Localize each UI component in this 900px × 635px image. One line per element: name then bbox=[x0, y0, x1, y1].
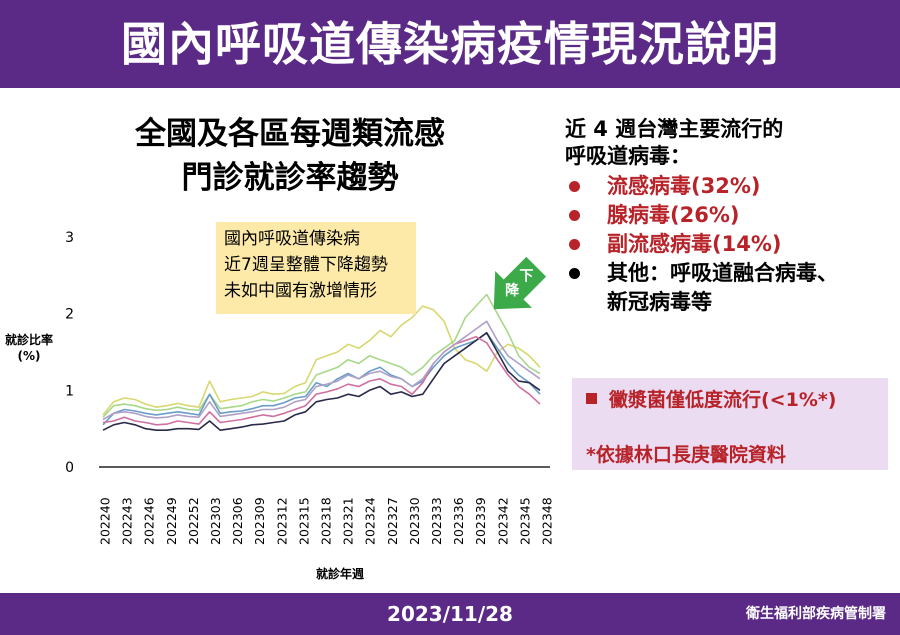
x-tick-label: 202342 bbox=[495, 497, 510, 545]
virus-item-others: 其他：呼吸道融合病毒、 新冠病毒等 bbox=[565, 259, 895, 317]
down-arrow-icon: 下降 bbox=[493, 256, 547, 310]
callout-line2: 近7週呈整體下降趨勢 bbox=[224, 255, 388, 275]
mycoplasma-note: 黴漿菌僅低度流行(<1%*) bbox=[586, 385, 836, 412]
virus-panel: 近 4 週台灣主要流行的 呼吸道病毒： 流感病毒(32%) 腺病毒(26%) 副… bbox=[565, 116, 895, 317]
callout-line1: 國內呼吸道傳染病 bbox=[224, 229, 360, 249]
x-tick-label: 202330 bbox=[407, 497, 422, 545]
virus-item-influenza: 流感病毒(32%) bbox=[565, 172, 895, 201]
series-line bbox=[102, 331, 541, 426]
series-line bbox=[102, 335, 541, 426]
virus-item-parainfluenza: 副流感病毒(14%) bbox=[565, 230, 895, 259]
page-title: 國內呼吸道傳染病疫情現況說明 bbox=[121, 17, 779, 71]
x-tick-label: 202333 bbox=[429, 497, 444, 545]
virus-item-label: 副流感病毒(14%) bbox=[607, 232, 782, 256]
source-note: *依據林口長庚醫院資料 bbox=[586, 444, 786, 466]
x-tick-label: 202339 bbox=[473, 497, 488, 545]
x-tick-label: 202321 bbox=[341, 497, 356, 545]
bullet-dot-icon bbox=[569, 239, 580, 250]
bullet-dot-icon bbox=[569, 181, 580, 192]
chart-title-line2: 門診就診率趨勢 bbox=[181, 160, 399, 196]
y-tick-label: 2 bbox=[65, 307, 74, 323]
x-tick-label: 202345 bbox=[517, 497, 532, 545]
series-line bbox=[102, 331, 541, 432]
arrow-label-1: 下 bbox=[519, 269, 533, 285]
y-axis-label: 就診比率 (%) bbox=[4, 333, 53, 363]
panel-heading-line2: 呼吸道病毒： bbox=[565, 144, 691, 168]
x-tick-label: 202309 bbox=[252, 497, 267, 545]
y-tick-label: 1 bbox=[65, 383, 74, 399]
footer-bar: 2023/11/28 衛生福利部疾病管制署 bbox=[0, 593, 900, 635]
virus-item-label: 腺病毒(26%) bbox=[607, 203, 740, 227]
x-tick-label: 202348 bbox=[540, 497, 555, 545]
x-tick-label: 202246 bbox=[142, 497, 157, 545]
panel-heading: 近 4 週台灣主要流行的 呼吸道病毒： bbox=[565, 116, 895, 170]
x-tick-label: 202249 bbox=[164, 497, 179, 545]
header-bar: 國內呼吸道傳染病疫情現況說明 bbox=[0, 0, 900, 88]
x-tick-label: 202312 bbox=[274, 497, 289, 545]
callout-line3: 未如中國有激增情形 bbox=[224, 281, 377, 301]
footer-org: 衛生福利部疾病管制署 bbox=[746, 606, 886, 622]
x-tick-label: 202336 bbox=[451, 497, 466, 545]
chart-title-line1: 全國及各區每週類流感 bbox=[135, 116, 445, 152]
note-box: 黴漿菌僅低度流行(<1%*) *依據林口長庚醫院資料 bbox=[572, 378, 888, 470]
x-axis-label: 就診年週 bbox=[315, 567, 364, 581]
square-bullet-icon bbox=[586, 393, 597, 404]
virus-item-label-2: 新冠病毒等 bbox=[607, 290, 712, 314]
x-tick-label: 202306 bbox=[230, 497, 245, 545]
bullet-dot-icon bbox=[569, 210, 580, 221]
y-tick-label: 3 bbox=[65, 230, 74, 246]
arrow-label-2: 降 bbox=[505, 282, 520, 299]
series-line bbox=[102, 320, 541, 421]
chart-title: 全國及各區每週類流感 門診就診率趨勢 bbox=[95, 112, 485, 200]
x-tick-label: 202243 bbox=[120, 497, 135, 545]
x-tick-label: 202252 bbox=[186, 497, 201, 545]
virus-list: 流感病毒(32%) 腺病毒(26%) 副流感病毒(14%) 其他：呼吸道融合病毒… bbox=[565, 172, 895, 317]
x-tick-label: 202240 bbox=[98, 497, 113, 545]
bullet-dot-icon bbox=[569, 268, 580, 279]
x-tick-label: 202315 bbox=[296, 497, 311, 545]
x-tick-label: 202318 bbox=[319, 497, 334, 545]
x-tick-label: 202303 bbox=[208, 497, 223, 545]
panel-heading-line1: 近 4 週台灣主要流行的 bbox=[565, 117, 784, 141]
mycoplasma-note-text: 黴漿菌僅低度流行(<1%*) bbox=[609, 389, 837, 411]
x-tick-label: 202324 bbox=[363, 497, 378, 545]
series-line bbox=[102, 293, 541, 418]
callout-box: 國內呼吸道傳染病 近7週呈整體下降趨勢 未如中國有激增情形 bbox=[216, 222, 416, 314]
footer-date: 2023/11/28 bbox=[387, 602, 513, 626]
virus-item-label: 其他：呼吸道融合病毒、 bbox=[607, 261, 838, 285]
arrow-shape bbox=[493, 256, 547, 310]
y-tick-label: 0 bbox=[65, 460, 74, 476]
series-line bbox=[102, 305, 541, 416]
virus-item-adenovirus: 腺病毒(26%) bbox=[565, 201, 895, 230]
x-tick-label: 202327 bbox=[385, 497, 400, 545]
virus-item-label: 流感病毒(32%) bbox=[607, 174, 761, 198]
